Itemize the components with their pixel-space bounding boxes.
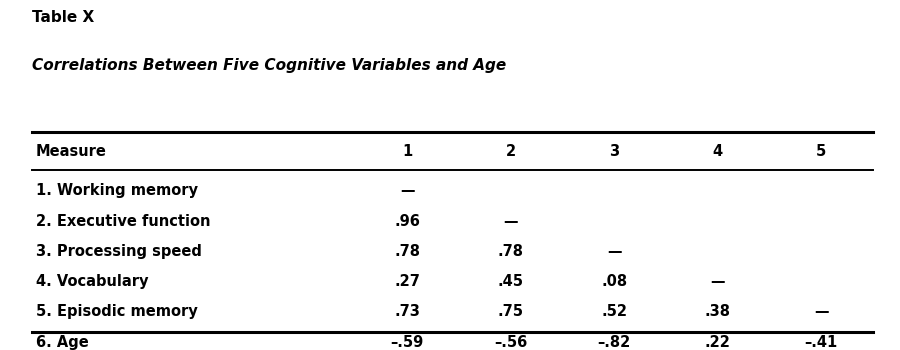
Text: 2: 2 — [506, 144, 516, 159]
Text: .78: .78 — [498, 244, 524, 259]
Text: 5: 5 — [816, 144, 826, 159]
Text: –.82: –.82 — [598, 335, 631, 350]
Text: .27: .27 — [394, 274, 420, 289]
Text: .08: .08 — [601, 274, 627, 289]
Text: 5. Episodic memory: 5. Episodic memory — [36, 304, 198, 319]
Text: —: — — [710, 274, 725, 289]
Text: 3. Processing speed: 3. Processing speed — [36, 244, 202, 259]
Text: .38: .38 — [705, 304, 731, 319]
Text: —: — — [400, 183, 415, 198]
Text: —: — — [814, 304, 829, 319]
Text: .96: .96 — [394, 214, 420, 229]
Text: —: — — [607, 244, 622, 259]
Text: Correlations Between Five Cognitive Variables and Age: Correlations Between Five Cognitive Vari… — [32, 58, 506, 74]
Text: –.56: –.56 — [494, 335, 527, 350]
Text: 4: 4 — [713, 144, 723, 159]
Text: .52: .52 — [601, 304, 627, 319]
Text: 3: 3 — [609, 144, 619, 159]
Text: .73: .73 — [394, 304, 420, 319]
Text: .45: .45 — [498, 274, 524, 289]
Text: 2. Executive function: 2. Executive function — [36, 214, 211, 229]
Text: Measure: Measure — [36, 144, 107, 159]
Text: .22: .22 — [705, 335, 731, 350]
Text: .75: .75 — [498, 304, 524, 319]
Text: –.59: –.59 — [391, 335, 424, 350]
Text: Table X: Table X — [32, 10, 94, 25]
Text: –.41: –.41 — [805, 335, 838, 350]
Text: 6. Age: 6. Age — [36, 335, 89, 350]
Text: .78: .78 — [394, 244, 420, 259]
Text: 1: 1 — [402, 144, 412, 159]
Text: 1. Working memory: 1. Working memory — [36, 183, 198, 198]
Text: —: — — [503, 214, 518, 229]
Text: 4. Vocabulary: 4. Vocabulary — [36, 274, 148, 289]
